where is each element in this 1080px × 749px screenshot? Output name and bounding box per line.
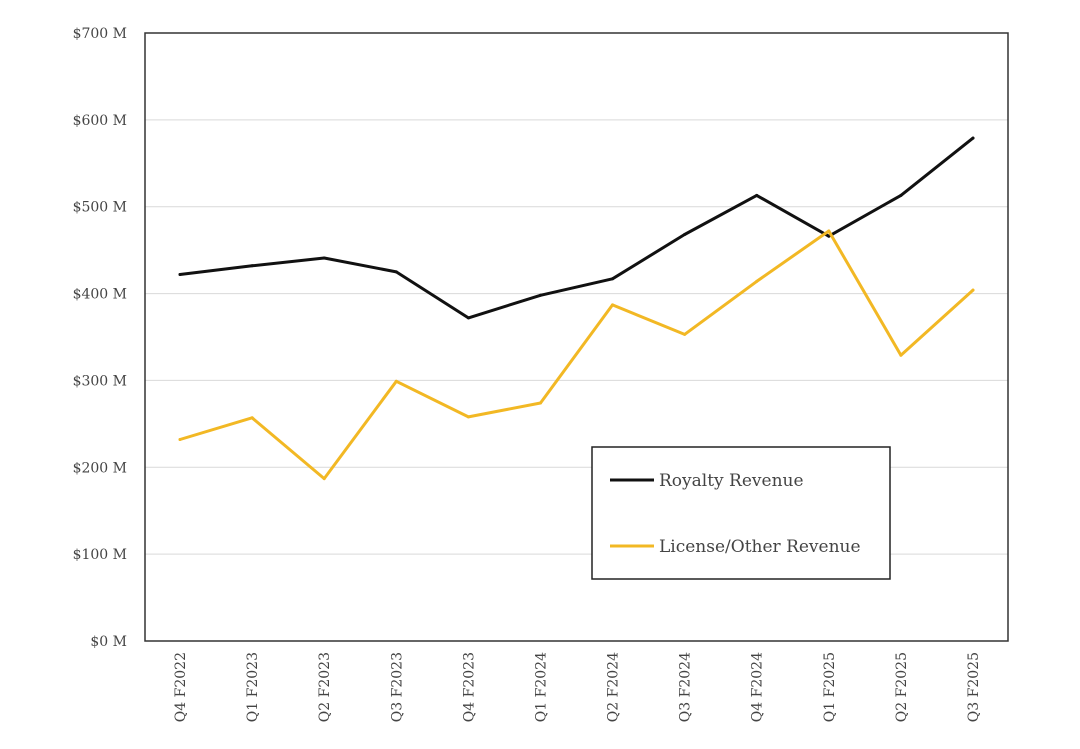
data-point-royalty-revenue bbox=[827, 234, 831, 238]
y-tick-label: $400 M bbox=[73, 287, 127, 303]
y-tick-label: $700 M bbox=[73, 26, 127, 42]
data-point-royalty-revenue bbox=[755, 193, 759, 197]
y-tick-label: $200 M bbox=[73, 460, 127, 476]
legend-label-royalty-revenue: Royalty Revenue bbox=[659, 471, 804, 491]
data-point-royalty-revenue bbox=[250, 264, 254, 268]
data-point-royalty-revenue bbox=[178, 272, 182, 276]
x-axis-ticks: Q4 F2022 Q1 F2023 Q2 F2023 Q3 F2023 Q4 F2023… bbox=[173, 652, 982, 722]
x-tick-label: Q2 F2025 bbox=[894, 652, 910, 722]
data-point-license-other-revenue bbox=[466, 415, 470, 419]
data-point-license-other-revenue bbox=[683, 332, 687, 336]
data-point-royalty-revenue bbox=[466, 316, 470, 320]
data-point-license-other-revenue bbox=[827, 229, 831, 233]
y-axis-ticks: $0 M $100 M $200 M $300 M $400 M $500 M $600 M… bbox=[73, 26, 127, 650]
series-line-license-other-revenue bbox=[178, 229, 975, 481]
x-tick-label: Q1 F2025 bbox=[822, 652, 838, 722]
data-point-royalty-revenue bbox=[394, 270, 398, 274]
data-point-license-other-revenue bbox=[322, 477, 326, 481]
legend-box bbox=[591, 446, 891, 580]
x-tick-label: Q4 F2022 bbox=[173, 652, 189, 722]
legend: Royalty Revenue License/Other Revenue bbox=[591, 446, 891, 580]
legend-label-license-other-revenue: License/Other Revenue bbox=[659, 537, 861, 557]
data-point-license-other-revenue bbox=[611, 303, 615, 307]
y-tick-label: $500 M bbox=[73, 200, 127, 216]
series-line-royalty-revenue bbox=[178, 136, 975, 320]
data-point-royalty-revenue bbox=[322, 256, 326, 260]
x-tick-label: Q2 F2023 bbox=[317, 652, 333, 722]
x-tick-label: Q4 F2024 bbox=[750, 652, 766, 722]
data-point-license-other-revenue bbox=[755, 279, 759, 283]
x-tick-label: Q3 F2025 bbox=[966, 652, 982, 722]
data-point-license-other-revenue bbox=[178, 437, 182, 441]
y-tick-label: $100 M bbox=[73, 547, 127, 563]
x-tick-label: Q3 F2024 bbox=[678, 652, 694, 722]
data-point-royalty-revenue bbox=[611, 277, 615, 281]
y-tick-label: $600 M bbox=[73, 113, 127, 129]
data-point-royalty-revenue bbox=[538, 293, 542, 297]
data-point-license-other-revenue bbox=[971, 288, 975, 292]
x-tick-label: Q1 F2024 bbox=[533, 652, 549, 722]
data-point-royalty-revenue bbox=[683, 233, 687, 237]
data-point-license-other-revenue bbox=[250, 416, 254, 420]
x-tick-label: Q1 F2023 bbox=[245, 652, 261, 722]
y-tick-label: $300 M bbox=[73, 373, 127, 389]
x-tick-label: Q4 F2023 bbox=[461, 652, 477, 722]
data-point-license-other-revenue bbox=[538, 401, 542, 405]
plot-area-frame bbox=[144, 32, 1009, 642]
x-tick-label: Q3 F2023 bbox=[389, 652, 405, 722]
y-tick-label: $0 M bbox=[90, 634, 127, 650]
data-point-license-other-revenue bbox=[899, 353, 903, 357]
data-point-royalty-revenue bbox=[971, 136, 975, 140]
data-point-license-other-revenue bbox=[394, 379, 398, 383]
data-point-royalty-revenue bbox=[899, 193, 903, 197]
x-tick-label: Q2 F2024 bbox=[606, 652, 622, 722]
series-lines bbox=[178, 136, 975, 481]
